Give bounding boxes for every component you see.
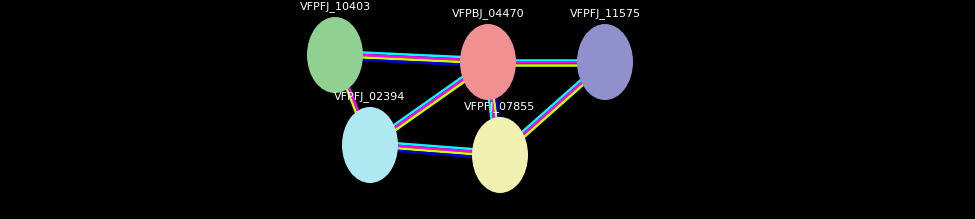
Text: VFPBJ_04470: VFPBJ_04470 <box>451 8 525 19</box>
Ellipse shape <box>342 107 398 183</box>
Ellipse shape <box>472 117 528 193</box>
Ellipse shape <box>307 17 363 93</box>
Text: VFPFJ_07855: VFPFJ_07855 <box>464 101 535 112</box>
Ellipse shape <box>577 24 633 100</box>
Text: VFPFJ_02394: VFPFJ_02394 <box>334 91 406 102</box>
Text: VFPFJ_10403: VFPFJ_10403 <box>299 1 370 12</box>
Ellipse shape <box>460 24 516 100</box>
Text: VFPFJ_11575: VFPFJ_11575 <box>569 8 641 19</box>
